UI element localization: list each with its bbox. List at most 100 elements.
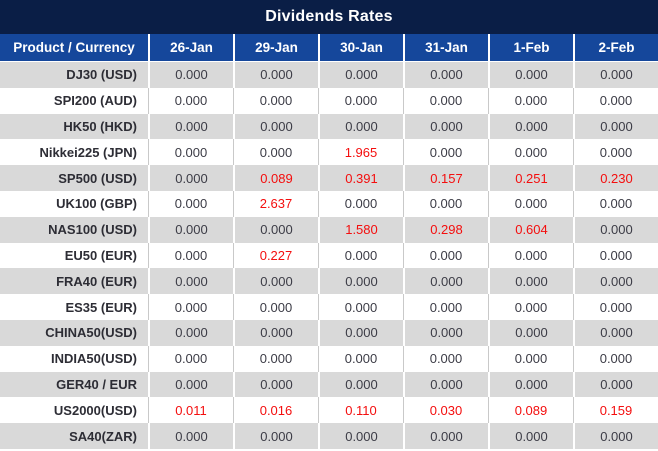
row-label-product: NAS100 (USD): [48, 222, 137, 238]
dividend-value-cell: 0.000: [148, 345, 233, 372]
dividend-value-cell: 0.000: [148, 242, 233, 269]
dividend-value-cell: 0.000: [403, 113, 488, 140]
table-row: ES35 (EUR) 0.000 0.000 0.000 0.000 0.000 0.000: [0, 294, 658, 320]
dividend-value-cell: 0.000: [573, 242, 658, 269]
table-row: SP500 (USD) 0.000 0.089 0.391 0.157 0.251 0.23…: [0, 165, 658, 191]
table-row: HK50 (HKD) 0.000 0.000 0.000 0.000 0.000 0.000: [0, 113, 658, 140]
table-row: SA40(ZAR) 0.000 0.000 0.000 0.000 0.000 0.000: [0, 423, 658, 449]
dividend-value-cell: 0.000: [233, 139, 318, 166]
dividend-value-cell: 2.637: [233, 190, 318, 217]
column-header-product-currency: Product / Currency: [13, 40, 135, 55]
dividend-value-cell: 0.000: [488, 345, 573, 372]
dividend-value-cell: 0.000: [403, 294, 488, 320]
dividend-value-cell: 0.000: [318, 345, 403, 372]
dividend-value-cell: 0.000: [148, 139, 233, 166]
dividend-value-cell: 0.000: [403, 139, 488, 166]
row-label-product: HK50 (HKD): [63, 118, 137, 134]
row-label-product: Nikkei225 (JPN): [39, 144, 137, 160]
dividend-value-cell: 0.000: [488, 242, 573, 269]
table-row: GER40 / EUR 0.000 0.000 0.000 0.000 0.000 0.00…: [0, 371, 658, 398]
dividend-value-cell: 0.000: [148, 62, 233, 88]
dividend-value-cell: 0.159: [573, 397, 658, 424]
dividend-value-cell: 0.157: [403, 165, 488, 191]
dividend-value-cell: 0.000: [148, 216, 233, 243]
dividend-value-cell: 0.000: [488, 190, 573, 217]
dividend-value-cell: 0.000: [233, 113, 318, 140]
table-row: SPI200 (AUD) 0.000 0.000 0.000 0.000 0.000 0.0…: [0, 87, 658, 114]
dividend-value-cell: 0.016: [233, 397, 318, 424]
dividend-value-cell: 0.000: [233, 294, 318, 320]
dividend-value-cell: 0.000: [233, 371, 318, 398]
row-label-product: SA40(ZAR): [69, 428, 137, 444]
dividend-value-cell: 0.000: [488, 113, 573, 140]
table-row: EU50 (EUR) 0.000 0.227 0.000 0.000 0.000 0.000: [0, 242, 658, 269]
row-label-product: US2000(USD): [53, 402, 137, 418]
dividend-value-cell: 0.000: [488, 268, 573, 295]
dividend-value-cell: 0.000: [233, 268, 318, 295]
table-row: NAS100 (USD) 0.000 0.000 1.580 0.298 0.604 0.0…: [0, 216, 658, 243]
table-row: INDIA50(USD) 0.000 0.000 0.000 0.000 0.000 0.0…: [0, 345, 658, 372]
dividend-value-cell: 0.298: [403, 216, 488, 243]
dividend-value-cell: 0.000: [573, 319, 658, 346]
dividend-value-cell: 0.011: [148, 397, 233, 424]
row-label-product: GER40 / EUR: [56, 376, 137, 392]
dividend-value-cell: 0.000: [233, 87, 318, 114]
dividend-value-cell: 0.000: [488, 423, 573, 449]
dividend-value-cell: 0.000: [573, 139, 658, 166]
dividend-value-cell: 0.000: [148, 113, 233, 140]
dividend-value-cell: 0.000: [403, 423, 488, 449]
dividend-value-cell: 0.000: [148, 165, 233, 191]
dividend-value-cell: 0.000: [148, 294, 233, 320]
dividend-value-cell: 0.000: [318, 294, 403, 320]
dividend-value-cell: 0.230: [573, 165, 658, 191]
row-label-product: DJ30 (USD): [66, 67, 137, 83]
dividend-value-cell: 0.604: [488, 216, 573, 243]
column-header-date: 30-Jan: [318, 34, 403, 61]
dividend-value-cell: 0.030: [403, 397, 488, 424]
dividend-value-cell: 0.000: [318, 190, 403, 217]
dividend-value-cell: 0.000: [148, 371, 233, 398]
table-body: DJ30 (USD) 0.000 0.000 0.000 0.000 0.000 0.000…: [0, 62, 658, 451]
table-row: FRA40 (EUR) 0.000 0.000 0.000 0.000 0.000 0.00…: [0, 268, 658, 295]
dividend-value-cell: 0.000: [233, 423, 318, 449]
table-row: UK100 (GBP) 0.000 2.637 0.000 0.000 0.000 0.00…: [0, 190, 658, 217]
dividend-value-cell: 0.000: [573, 113, 658, 140]
dividend-value-cell: 0.000: [573, 371, 658, 398]
dividend-value-cell: 0.000: [318, 242, 403, 269]
dividend-value-cell: 0.000: [318, 62, 403, 88]
row-label-product: SP500 (USD): [58, 170, 137, 186]
dividend-value-cell: 0.000: [233, 62, 318, 88]
row-label-product: INDIA50(USD): [51, 351, 137, 367]
column-header-date: 2-Feb: [573, 34, 658, 61]
dividend-value-cell: 0.000: [573, 190, 658, 217]
dividend-value-cell: 0.089: [233, 165, 318, 191]
table-title-bar: Dividends Rates: [0, 0, 658, 34]
dividend-value-cell: 0.000: [318, 371, 403, 398]
column-header-date: 1-Feb: [488, 34, 573, 61]
row-label-product: CHINA50(USD): [45, 325, 137, 341]
dividend-value-cell: 0.000: [318, 319, 403, 346]
table-header-row: Product / Currency 26-Jan 29-Jan 30-Jan 31-…: [0, 34, 658, 62]
dividend-value-cell: 0.000: [403, 190, 488, 217]
dividend-value-cell: 0.000: [318, 87, 403, 114]
dividend-value-cell: 0.000: [403, 62, 488, 88]
dividend-value-cell: 0.000: [403, 242, 488, 269]
dividend-value-cell: 0.000: [148, 87, 233, 114]
dividend-value-cell: 1.965: [318, 139, 403, 166]
table-row: Nikkei225 (JPN) 0.000 0.000 1.965 0.000 0.000…: [0, 139, 658, 166]
dividend-value-cell: 0.000: [488, 294, 573, 320]
dividend-value-cell: 0.000: [403, 319, 488, 346]
dividend-value-cell: 0.110: [318, 397, 403, 424]
dividend-value-cell: 0.000: [148, 268, 233, 295]
dividend-value-cell: 0.227: [233, 242, 318, 269]
dividend-value-cell: 0.000: [573, 87, 658, 114]
column-header-date: 26-Jan: [148, 34, 233, 61]
dividend-value-cell: 0.000: [488, 139, 573, 166]
dividend-value-cell: 0.000: [488, 371, 573, 398]
dividend-value-cell: 0.000: [403, 87, 488, 114]
dividend-value-cell: 0.000: [573, 294, 658, 320]
dividend-value-cell: 0.000: [403, 268, 488, 295]
dividend-value-cell: 0.251: [488, 165, 573, 191]
dividend-value-cell: 0.000: [318, 423, 403, 449]
dividend-value-cell: 0.000: [573, 345, 658, 372]
